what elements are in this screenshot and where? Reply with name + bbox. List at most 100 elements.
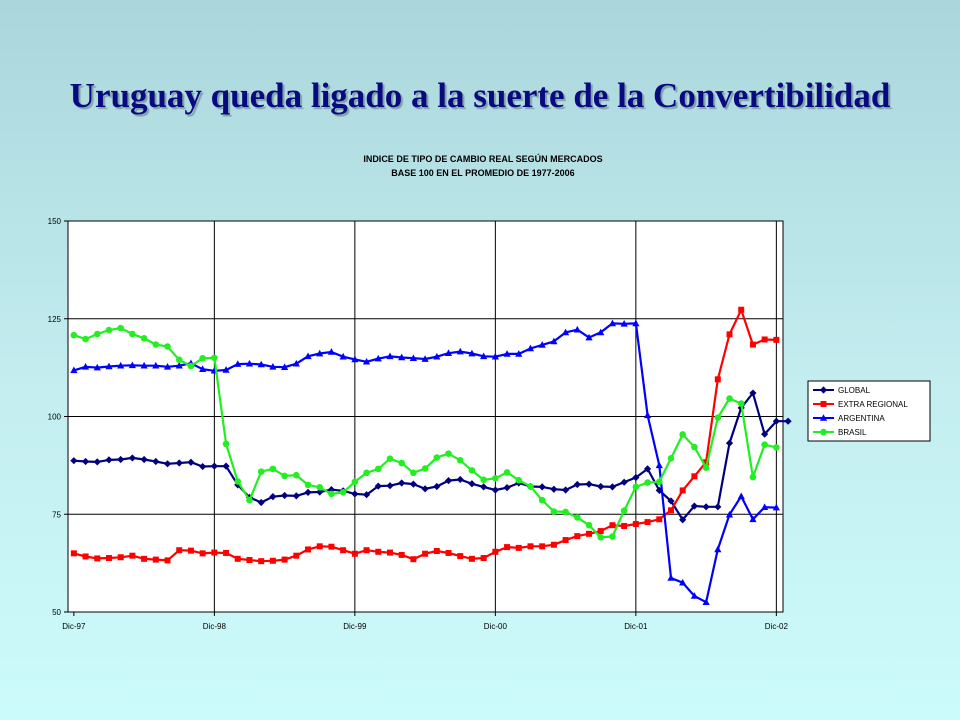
- data-point-extra-regional: [410, 556, 417, 563]
- data-point-argentina: [152, 361, 160, 369]
- data-point-extra-regional: [644, 519, 651, 526]
- data-point-brasil: [187, 362, 195, 370]
- data-point-extra-regional: [234, 555, 241, 562]
- data-point-argentina: [269, 363, 277, 370]
- data-point-global: [444, 477, 453, 485]
- x-tick-label: Dic-00: [484, 622, 508, 631]
- data-point-argentina: [620, 320, 628, 327]
- data-point-argentina: [234, 360, 242, 367]
- data-point-global: [784, 417, 792, 425]
- data-point-global: [117, 455, 125, 464]
- data-point-global: [292, 492, 300, 500]
- data-point-global: [714, 503, 722, 511]
- data-point-brasil: [492, 474, 499, 482]
- data-point-global: [421, 485, 429, 493]
- axis-labels: 50 75 100 125 150 Dic-97 Dic-98 Dic-99 Dic-00 Dic…: [48, 217, 789, 631]
- data-point-brasil: [562, 508, 569, 516]
- data-point-extra-regional: [258, 558, 265, 565]
- data-point-argentina: [433, 352, 441, 360]
- data-point-extra-regional: [773, 336, 780, 343]
- chart-subtitle: BASE 100 EN EL PROMEDIO DE 1977-2006: [391, 168, 574, 178]
- data-point-extra-regional: [761, 336, 768, 343]
- data-point-brasil: [597, 534, 605, 541]
- data-point-extra-regional: [223, 549, 230, 556]
- data-point-global: [655, 486, 663, 494]
- data-point-argentina: [81, 363, 90, 370]
- y-tick-label: 50: [52, 608, 61, 617]
- data-point-brasil: [339, 489, 347, 496]
- data-point-global: [70, 457, 78, 465]
- legend-marker: [819, 386, 828, 394]
- data-point-global: [304, 488, 312, 496]
- data-point-argentina: [632, 319, 640, 327]
- data-point-argentina: [398, 353, 406, 361]
- data-point-argentina: [562, 328, 570, 336]
- data-point-brasil: [585, 521, 593, 529]
- data-point-extra-regional: [164, 557, 171, 564]
- data-point-global: [93, 458, 101, 466]
- data-point-brasil: [761, 441, 768, 448]
- data-point-extra-regional: [199, 550, 206, 557]
- data-point-global: [538, 483, 546, 491]
- data-point-brasil: [199, 354, 206, 362]
- data-point-argentina: [117, 361, 125, 369]
- data-point-extra-regional: [187, 547, 194, 554]
- data-point-global: [550, 485, 558, 493]
- data-point-argentina: [316, 349, 324, 357]
- data-point-extra-regional: [211, 549, 218, 556]
- data-point-global: [761, 430, 769, 438]
- data-point-argentina: [480, 352, 488, 360]
- legend-label: ARGENTINA: [838, 414, 885, 423]
- data-point-global: [585, 480, 593, 488]
- data-point-argentina: [281, 363, 289, 371]
- data-point-extra-regional: [82, 553, 89, 560]
- data-point-argentina: [468, 349, 476, 357]
- legend-item-global: GLOBAL: [813, 386, 871, 395]
- data-point-global: [491, 486, 499, 494]
- data-point-extra-regional: [398, 551, 405, 558]
- data-point-global: [573, 480, 581, 489]
- data-point-extra-regional: [527, 543, 534, 550]
- data-point-brasil: [691, 443, 698, 451]
- legend-item-extra-regional: EXTRA REGIONAL: [813, 400, 908, 409]
- data-point-global: [632, 473, 640, 482]
- data-point-global: [351, 490, 359, 498]
- data-point-argentina: [339, 352, 347, 360]
- series-brasil: [70, 324, 780, 541]
- data-point-brasil: [538, 496, 546, 504]
- data-point-global: [679, 516, 687, 524]
- data-point-extra-regional: [433, 548, 440, 555]
- data-point-extra-regional: [351, 550, 358, 557]
- data-point-brasil: [503, 469, 511, 476]
- data-point-extra-regional: [281, 556, 288, 563]
- data-point-brasil: [773, 444, 780, 451]
- data-point-extra-regional: [293, 552, 300, 559]
- data-point-global: [702, 503, 710, 511]
- data-point-extra-regional: [597, 528, 604, 535]
- data-point-extra-regional: [550, 541, 557, 548]
- data-point-global: [222, 462, 230, 470]
- data-point-argentina: [304, 352, 312, 360]
- data-point-brasil: [164, 343, 171, 350]
- data-point-argentina: [386, 352, 394, 360]
- series-global: [70, 389, 792, 524]
- data-point-extra-regional: [375, 548, 382, 555]
- data-point-argentina: [643, 411, 652, 419]
- data-point-brasil: [620, 507, 628, 515]
- data-point-brasil: [374, 465, 382, 473]
- data-point-extra-regional: [386, 549, 393, 556]
- legend-marker: [820, 401, 827, 407]
- data-point-argentina: [456, 347, 464, 355]
- data-point-global: [503, 484, 511, 492]
- data-point-argentina: [667, 574, 675, 581]
- data-point-extra-regional: [492, 548, 499, 555]
- data-point-brasil: [410, 469, 417, 477]
- data-point-brasil: [152, 341, 160, 348]
- x-tick-label: Dic-99: [343, 622, 367, 631]
- y-tick-label: 100: [48, 413, 62, 422]
- data-point-argentina: [70, 366, 78, 374]
- data-point-extra-regional: [94, 555, 101, 562]
- data-point-argentina: [714, 545, 722, 553]
- data-point-argentina: [503, 350, 511, 357]
